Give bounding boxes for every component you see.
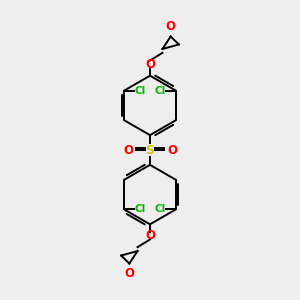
Text: O: O (124, 267, 134, 280)
Text: Cl: Cl (154, 85, 166, 96)
Text: O: O (123, 143, 133, 157)
Text: S: S (146, 143, 154, 157)
Text: Cl: Cl (134, 85, 146, 96)
Text: O: O (145, 229, 155, 242)
Text: O: O (166, 20, 176, 33)
Text: Cl: Cl (134, 204, 146, 214)
Text: O: O (167, 143, 177, 157)
Text: O: O (145, 58, 155, 71)
Text: Cl: Cl (154, 204, 166, 214)
